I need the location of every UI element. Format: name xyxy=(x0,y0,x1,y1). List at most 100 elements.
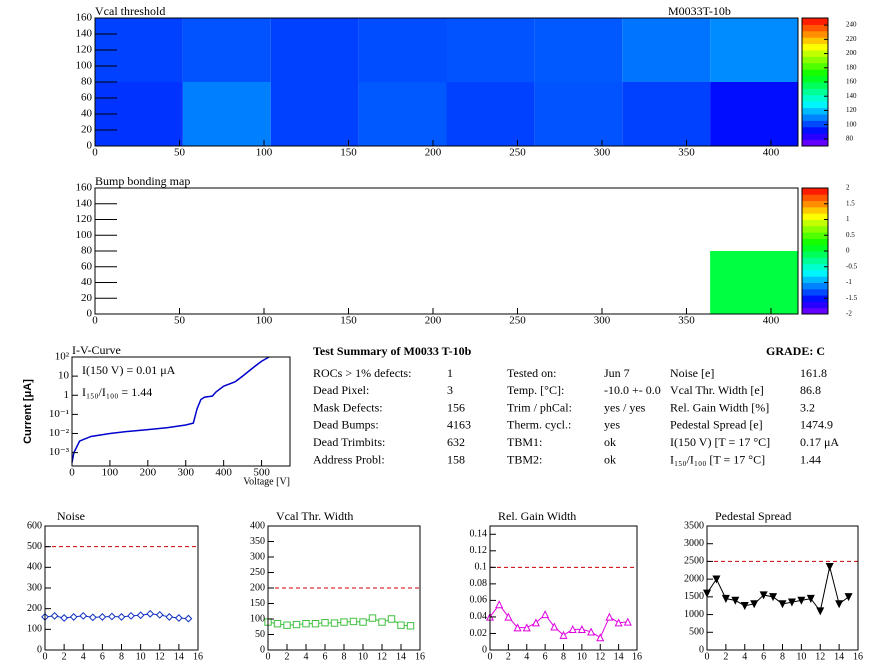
x-tick-label: 2 xyxy=(723,651,728,662)
colorbar-label: 0.5 xyxy=(846,231,855,239)
x-tick-label: 6 xyxy=(323,651,328,662)
x-tick-label: 6 xyxy=(761,651,766,662)
marker xyxy=(108,612,116,621)
colorbar-step xyxy=(802,133,828,141)
y-tick-label: 60 xyxy=(81,92,93,104)
summary-label: Dead Pixel: xyxy=(313,383,369,397)
plot-frame xyxy=(94,187,799,315)
colorbar-step xyxy=(802,43,828,51)
summary-value: 161.8 xyxy=(800,366,827,380)
annotation: I₁₅₀/I₁₀₀ = 1.44 xyxy=(82,385,152,399)
colorbar-step xyxy=(802,244,828,252)
y-tick-label: 20 xyxy=(81,292,93,304)
y-tick-label: 300 xyxy=(250,551,265,562)
colorbar-step xyxy=(802,62,828,70)
y-tick-label: 250 xyxy=(250,567,265,578)
marker xyxy=(504,612,513,621)
heat-cell xyxy=(446,18,535,82)
marker xyxy=(816,607,825,616)
y-tick-label: 100 xyxy=(250,613,265,624)
chart-title: Vcal threshold xyxy=(95,4,165,18)
marker xyxy=(769,593,778,602)
heat-cell xyxy=(446,82,535,146)
marker xyxy=(88,613,97,622)
marker xyxy=(531,618,540,627)
marker xyxy=(495,600,504,609)
marker xyxy=(127,611,135,620)
x-tick-label: 400 xyxy=(215,467,232,479)
series-line xyxy=(267,617,411,627)
x-tick-label: 10 xyxy=(577,651,587,662)
colorbar-label: 180 xyxy=(846,63,857,71)
colorbar-step xyxy=(802,213,828,220)
marker xyxy=(368,614,377,622)
marker xyxy=(387,615,396,623)
colorbar-step xyxy=(802,307,828,315)
marker xyxy=(397,621,405,629)
colorbar-step xyxy=(802,238,828,246)
x-tick-label: 50 xyxy=(174,315,186,327)
marker xyxy=(321,619,329,627)
y-tick-label: 10² xyxy=(55,351,70,363)
series-line xyxy=(71,356,270,463)
colorbar-step xyxy=(802,50,828,57)
x-tick-label: 12 xyxy=(155,651,165,662)
marker xyxy=(60,614,69,622)
colorbar-label: 160 xyxy=(846,78,857,86)
colorbar-step xyxy=(802,257,828,265)
chart-title: Vcal Thr. Width xyxy=(276,509,353,523)
marker xyxy=(117,613,126,621)
summary-value: yes xyxy=(604,418,620,432)
colorbar-step xyxy=(802,288,828,296)
colorbar-step xyxy=(802,126,828,134)
y-tick-label: 120 xyxy=(76,213,93,225)
colorbar-step xyxy=(802,24,828,32)
y-tick-label: 500 xyxy=(27,541,42,552)
y-tick-label: 10⁻¹ xyxy=(49,408,69,420)
summary-label: Temp. [°C]: xyxy=(507,383,564,397)
y-tick-label: 100 xyxy=(27,624,42,635)
colorbar-step xyxy=(802,194,828,202)
summary-value: ok xyxy=(604,435,616,449)
colorbar-step xyxy=(802,30,828,38)
summary-value: 1474.9 xyxy=(800,418,833,432)
summary-value: 86.8 xyxy=(800,383,821,397)
marker xyxy=(712,575,721,584)
y-tick-label: 120 xyxy=(76,44,93,56)
series-line xyxy=(489,603,628,639)
marker xyxy=(79,611,88,620)
x-tick-label: 8 xyxy=(561,651,566,662)
marker xyxy=(740,602,749,611)
chart-subtitle: M0033T-10b xyxy=(668,4,731,18)
y-tick-label: 0.12 xyxy=(470,545,488,556)
colorbar-step xyxy=(802,120,828,128)
y-tick-label: 140 xyxy=(76,197,93,209)
y-tick-label: 10 xyxy=(58,370,70,382)
y-tick-label: 3000 xyxy=(684,538,704,549)
y-axis-label: Current [μA] xyxy=(22,379,34,444)
colorbar-label: 1.5 xyxy=(846,199,855,207)
heat-cell xyxy=(358,18,447,82)
y-tick-label: 1500 xyxy=(684,591,704,602)
x-tick-label: 0 xyxy=(92,147,98,159)
marker xyxy=(541,610,550,619)
x-tick-label: 8 xyxy=(780,651,785,662)
colorbar-step xyxy=(802,188,828,195)
y-tick-label: 140 xyxy=(76,28,93,40)
marker xyxy=(359,618,367,626)
marker xyxy=(559,630,568,639)
x-tick-label: 4 xyxy=(742,651,747,662)
colorbar-step xyxy=(802,295,828,302)
summary-label: I(150 V) [T = 17 °C] xyxy=(670,435,770,449)
summary-value: 1.44 xyxy=(800,452,821,466)
y-tick-label: 500 xyxy=(689,627,704,638)
colorbar-label: 0 xyxy=(846,247,850,255)
x-tick-label: 400 xyxy=(763,147,780,159)
annotation: I(150 V) = 0.01 μA xyxy=(82,363,176,377)
x-tick-label: 0 xyxy=(266,651,271,662)
y-tick-label: 0 xyxy=(260,644,265,655)
marker xyxy=(721,594,730,603)
marker xyxy=(283,621,291,629)
y-tick-label: 100 xyxy=(76,229,93,241)
marker xyxy=(165,613,174,621)
